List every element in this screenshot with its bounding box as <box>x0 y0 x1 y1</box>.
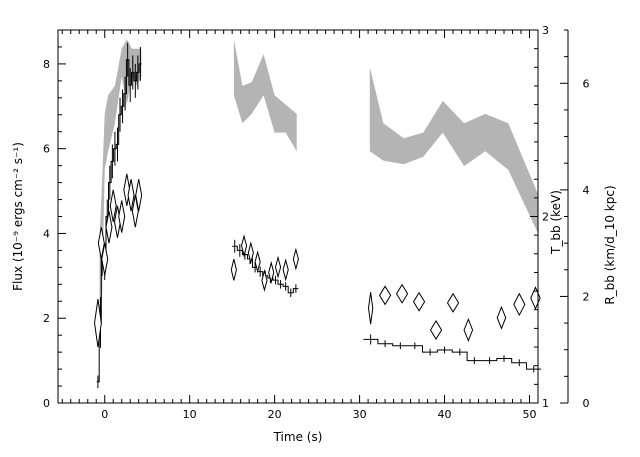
radius-diamond <box>261 268 268 292</box>
radius-diamond <box>496 305 507 330</box>
radius-diamond <box>446 292 460 313</box>
radius-diamond <box>230 259 237 281</box>
y-tick-label: 8 <box>43 58 50 71</box>
y-tick-label: 0 <box>43 397 50 410</box>
y3-tick-label: 0 <box>583 397 590 410</box>
y-tick-label: 6 <box>43 143 50 156</box>
radius-diamond <box>118 200 126 233</box>
y3-tick-label: 2 <box>583 290 590 303</box>
x-tick-label: 10 <box>183 408 197 421</box>
y-axis-label: Flux (10⁻⁹ ergs cm⁻² s⁻¹) <box>11 142 25 291</box>
x-tick-label: 20 <box>268 408 282 421</box>
x-tick-label: 30 <box>353 408 367 421</box>
radius-series <box>94 173 541 348</box>
radius-diamond <box>463 317 474 343</box>
radius-diamond <box>247 241 254 265</box>
temperature-bands <box>99 39 538 329</box>
y-tick-label: 2 <box>43 312 50 325</box>
radius-diamond <box>127 179 135 212</box>
radius-diamond <box>530 286 541 310</box>
radius-diamond <box>292 247 299 271</box>
outer-right-axis-label: R_bb (km/d_10 kpc) <box>603 185 617 304</box>
y-tick-label: 4 <box>43 227 50 240</box>
flux-histogram <box>363 338 541 370</box>
x-tick-label: 40 <box>438 408 452 421</box>
y3-tick-label: 4 <box>583 184 590 197</box>
radius-diamond <box>101 243 109 276</box>
radius-diamond <box>368 292 374 325</box>
x-tick-label: 50 <box>523 408 537 421</box>
radius-diamond <box>268 260 275 284</box>
flux-series <box>96 42 541 389</box>
y2-tick-label: 3 <box>542 24 549 37</box>
x-axis-label: Time (s) <box>273 430 323 444</box>
radius-diamond <box>274 255 282 279</box>
radius-diamond <box>105 211 113 244</box>
radius-diamond <box>395 283 409 304</box>
y2-tick-label: 2 <box>542 211 549 224</box>
radius-diamond <box>135 179 143 212</box>
radius-diamond <box>240 234 248 258</box>
radius-diamond <box>412 291 426 312</box>
radius-diamond <box>282 258 289 282</box>
x-tick-label: 0 <box>101 408 108 421</box>
radius-diamond <box>123 173 131 206</box>
temperature-band <box>369 67 538 234</box>
radius-diamond <box>109 189 117 222</box>
y3-tick-label: 6 <box>583 77 590 90</box>
temperature-band <box>233 39 297 152</box>
temperature-band <box>99 39 142 329</box>
radius-diamond <box>513 292 526 317</box>
radius-diamond <box>254 250 261 274</box>
radius-diamond <box>94 299 102 348</box>
inner-right-axis-label: T_bb (keV) <box>549 190 563 255</box>
radius-diamond <box>429 319 443 341</box>
y2-tick-label: 1 <box>542 397 549 410</box>
radius-diamond <box>378 285 392 306</box>
